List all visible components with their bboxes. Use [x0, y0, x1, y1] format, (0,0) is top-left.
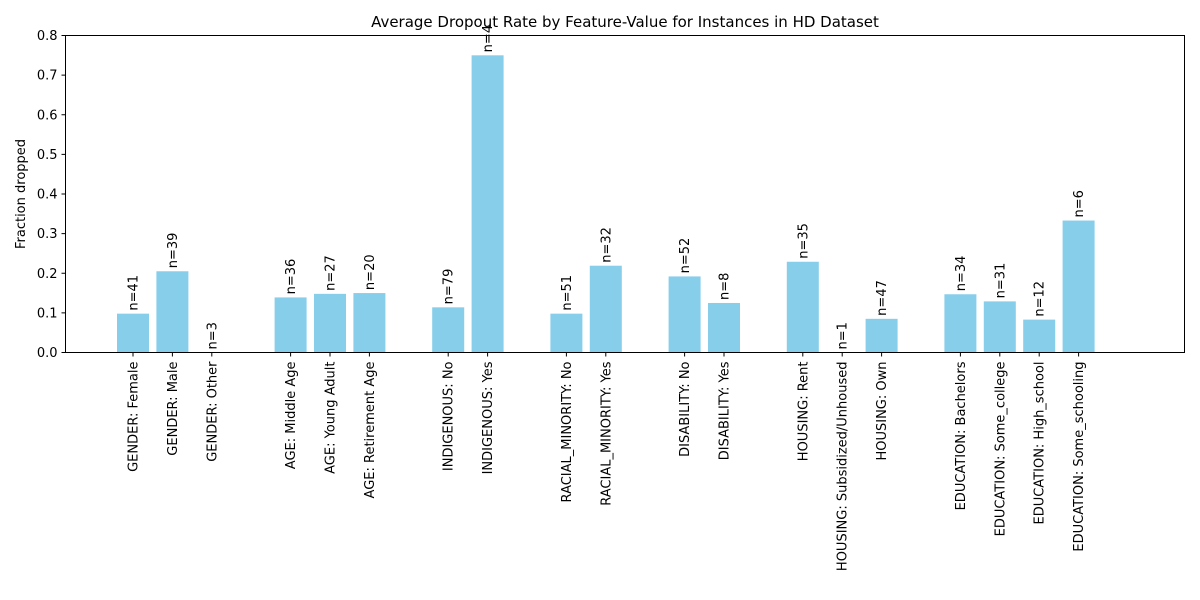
- x-tick-label: EDUCATION: Some_college: [993, 362, 1008, 537]
- bar: [589, 265, 622, 353]
- x-tick-label: HOUSING: Own: [875, 362, 890, 461]
- count-label: n=4: [481, 25, 496, 52]
- count-labels-layer: n=41 n=39 n=3 n=36 n=27 n=20 n=79 n=4 n=51 n=32 n=…: [127, 25, 1088, 350]
- y-axis: 0.0 0.1 0.2 0.3 0.4 0.5 0.6 0.7 0.8: [37, 29, 66, 361]
- x-tick-label: INDIGENOUS: No: [442, 361, 457, 471]
- count-label: n=8: [718, 273, 733, 300]
- x-tick-label: GENDER: Other: [205, 361, 220, 462]
- x-tick-label: INDIGENOUS: Yes: [481, 361, 496, 474]
- count-label: n=12: [1033, 281, 1048, 317]
- x-tick-label: EDUCATION: High_school: [1033, 362, 1048, 525]
- x-tick-label: EDUCATION: Some_schooling: [1072, 362, 1087, 552]
- count-label: n=41: [127, 275, 142, 311]
- bar: [944, 294, 977, 353]
- count-label: n=32: [599, 227, 614, 263]
- count-label: n=31: [993, 263, 1008, 299]
- y-tick-label: 0.8: [37, 29, 58, 44]
- chart-title: Average Dropout Rate by Feature-Value fo…: [371, 13, 879, 31]
- x-tick-label: DISABILITY: Yes: [718, 361, 733, 460]
- x-tick-label: AGE: Young Adult: [324, 362, 339, 474]
- bar: [708, 302, 740, 353]
- x-tick-label: EDUCATION: Bachelors: [954, 361, 969, 510]
- y-tick-label: 0.6: [37, 108, 58, 123]
- x-tick-label: RACIAL_MINORITY: Yes: [599, 361, 614, 505]
- bar: [668, 276, 701, 353]
- count-label: n=6: [1072, 190, 1087, 217]
- bar: [786, 261, 819, 353]
- count-label: n=34: [954, 256, 969, 292]
- count-label: n=79: [442, 269, 457, 305]
- bar: [353, 293, 386, 353]
- count-label: n=47: [875, 280, 890, 316]
- x-tick-label: RACIAL_MINORITY: No: [560, 361, 575, 502]
- y-tick-label: 0.0: [37, 346, 58, 361]
- y-tick-label: 0.1: [37, 306, 58, 321]
- y-tick-label: 0.3: [37, 227, 58, 242]
- plot-frame: [65, 35, 1185, 353]
- x-tick-label: HOUSING: Rent: [796, 362, 811, 462]
- bar: [1062, 220, 1095, 353]
- count-label: n=1: [836, 322, 851, 349]
- x-tick-label: AGE: Retirement Age: [363, 362, 378, 499]
- bar: [156, 271, 189, 353]
- bar: [865, 318, 898, 353]
- bars-layer: [117, 55, 1095, 353]
- bar: [471, 55, 504, 353]
- count-label: n=39: [166, 233, 181, 269]
- y-tick-label: 0.7: [37, 69, 58, 84]
- x-tick-label: HOUSING: Subsidized/Unhoused: [836, 362, 851, 572]
- bar: [983, 301, 1016, 353]
- x-tick-label: AGE: Middle Age: [284, 362, 299, 470]
- y-tick-label: 0.2: [37, 267, 58, 282]
- count-label: n=51: [560, 275, 575, 311]
- count-label: n=36: [284, 259, 299, 295]
- x-tick-label: GENDER: Male: [166, 362, 181, 456]
- x-tick-label: GENDER: Female: [127, 362, 142, 472]
- bar: [117, 313, 149, 353]
- count-label: n=27: [324, 255, 339, 291]
- bar: [314, 293, 346, 353]
- y-axis-label: Fraction dropped: [14, 139, 29, 249]
- count-label: n=3: [205, 322, 220, 349]
- count-label: n=35: [796, 223, 811, 259]
- x-tick-label: DISABILITY: No: [678, 361, 693, 456]
- bar: [274, 297, 307, 353]
- count-label: n=20: [363, 254, 378, 290]
- y-tick-label: 0.4: [37, 188, 58, 203]
- bar: [550, 313, 583, 353]
- bar: [1023, 319, 1056, 353]
- y-tick-label: 0.5: [37, 148, 58, 163]
- count-label: n=52: [678, 238, 693, 274]
- x-axis: GENDER: Female GENDER: Male GENDER: Other A…: [127, 352, 1087, 572]
- bar: [432, 307, 465, 353]
